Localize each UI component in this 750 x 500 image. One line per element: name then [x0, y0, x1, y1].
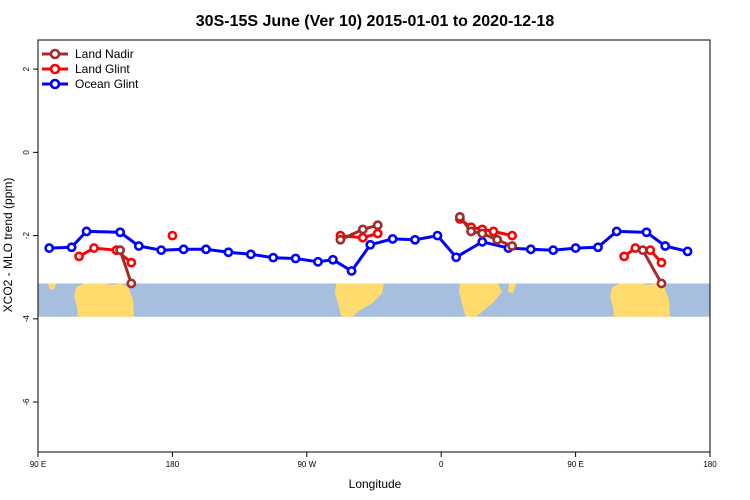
data-point-land-glint — [89, 243, 99, 253]
data-point-ocean-glint — [268, 252, 279, 263]
y-tick-label: -2 — [22, 231, 31, 239]
data-point-land-nadir — [466, 226, 476, 237]
x-axis-label: Longitude — [349, 477, 402, 491]
data-point-land-nadir — [115, 245, 126, 256]
x-tick-label: 180 — [703, 460, 717, 469]
data-point-land-nadir — [372, 220, 383, 231]
data-point-ocean-glint — [451, 252, 462, 263]
data-point-land-nadir — [335, 234, 346, 245]
data-point-ocean-glint — [156, 245, 167, 256]
y-tick-label: 2 — [22, 66, 31, 71]
legend-item-land-nadir: Land Nadir — [42, 47, 134, 61]
x-tick-label: 90 E — [30, 460, 46, 469]
legend-item-ocean-glint: Ocean Glint — [42, 77, 139, 91]
data-point-ocean-glint — [44, 243, 55, 253]
legend-item-land-glint: Land Glint — [42, 62, 130, 76]
legend-label: Ocean Glint — [75, 77, 139, 91]
map-land-south-america — [335, 283, 384, 317]
legend-marker — [49, 63, 61, 75]
data-point-land-nadir — [477, 228, 488, 239]
data-point-ocean-glint — [593, 242, 603, 253]
map-land-fragment — [48, 283, 56, 291]
data-point-land-nadir — [656, 278, 667, 289]
data-point-land-glint — [74, 251, 84, 262]
data-point-ocean-glint — [313, 256, 323, 267]
data-point-ocean-glint — [525, 244, 536, 255]
data-point-land-nadir — [126, 278, 137, 289]
x-tick-label: 90 W — [297, 460, 316, 469]
data-point-ocean-glint — [133, 241, 144, 251]
x-tick-label: 90 E — [567, 460, 583, 469]
data-point-ocean-glint — [81, 226, 92, 237]
data-point-ocean-glint — [328, 254, 338, 265]
data-point-ocean-glint — [346, 266, 357, 276]
y-tick-label: -4 — [22, 315, 31, 323]
chart-title: 30S-15S June (Ver 10) 2015-01-01 to 2020… — [196, 13, 555, 30]
data-point-ocean-glint — [611, 226, 622, 237]
data-point-ocean-glint — [290, 253, 301, 264]
legend-label: Land Glint — [75, 62, 130, 76]
map-land-australia-right — [610, 283, 670, 317]
data-point-land-nadir — [357, 224, 368, 235]
y-axis: 2 0 -2 -4 -6 — [22, 66, 38, 406]
data-point-land-glint — [488, 226, 499, 237]
data-point-ocean-glint — [115, 227, 126, 238]
world-map-band — [38, 283, 710, 317]
data-point-ocean-glint — [570, 243, 581, 253]
data-point-ocean-glint — [365, 239, 376, 250]
data-point-ocean-glint — [682, 246, 693, 257]
y-axis-label: XCO2 - MLO trend (ppm) — [1, 178, 15, 313]
x-tick-label: 180 — [166, 460, 180, 469]
data-point-land-glint — [645, 245, 656, 256]
series-land-nadir — [115, 211, 667, 289]
series-line-land-nadir — [641, 249, 663, 285]
data-point-ocean-glint — [432, 230, 443, 241]
data-point-ocean-glint — [660, 241, 671, 251]
data-point-ocean-glint — [201, 244, 211, 255]
data-point-land-glint — [372, 228, 383, 239]
map-land-madagascar — [508, 283, 516, 294]
series-line-land-glint — [78, 246, 133, 264]
data-point-ocean-glint — [223, 247, 234, 258]
data-point-ocean-glint — [178, 244, 189, 255]
y-tick-label: 0 — [22, 150, 31, 155]
data-point-ocean-glint — [477, 236, 488, 247]
data-point-land-glint — [167, 230, 178, 241]
data-point-land-glint — [357, 232, 368, 243]
legend-marker — [49, 78, 61, 90]
data-point-land-nadir — [637, 245, 648, 256]
series-ocean-glint — [44, 226, 693, 276]
x-axis: 90 E 180 90 W 0 90 E 180 — [30, 452, 717, 469]
y-tick-label: -6 — [22, 398, 31, 406]
data-point-land-nadir — [507, 241, 518, 251]
data-point-land-nadir — [492, 234, 503, 245]
data-point-land-glint — [126, 257, 137, 268]
data-point-ocean-glint — [410, 234, 420, 245]
legend-label: Land Nadir — [75, 47, 134, 61]
series-line-land-nadir — [118, 249, 133, 284]
data-point-ocean-glint — [245, 249, 256, 260]
data-point-land-glint — [656, 257, 667, 268]
legend-marker — [49, 48, 61, 60]
map-land-africa — [459, 283, 502, 317]
map-land-australia-left — [74, 283, 134, 317]
data-point-land-glint — [630, 243, 641, 253]
data-point-ocean-glint — [66, 242, 77, 253]
x-tick-label: 0 — [439, 460, 444, 469]
series-layer — [44, 211, 693, 289]
data-point-ocean-glint — [548, 245, 559, 256]
data-point-land-glint — [507, 230, 518, 241]
plot-frame — [37, 39, 711, 453]
data-point-land-nadir — [454, 211, 465, 222]
data-point-land-glint — [619, 251, 630, 262]
data-point-ocean-glint — [387, 234, 398, 244]
data-point-ocean-glint — [641, 227, 652, 238]
